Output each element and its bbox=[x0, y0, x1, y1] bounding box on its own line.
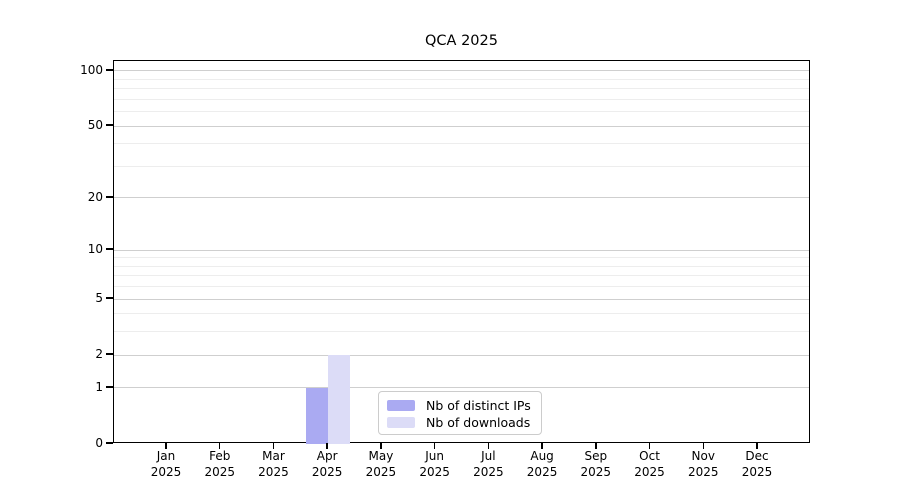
y-minor-gridline bbox=[114, 143, 809, 145]
y-minor-gridline bbox=[114, 88, 809, 90]
y-tick-label: 10 bbox=[87, 242, 103, 257]
x-tick-mark bbox=[326, 443, 328, 449]
legend-label-downloads: Nb of downloads bbox=[426, 415, 531, 430]
y-tick-mark bbox=[106, 196, 113, 198]
legend-item-distinct-ips: Nb of distinct IPs bbox=[387, 397, 533, 414]
y-tick-label: 100 bbox=[80, 62, 103, 77]
legend-item-downloads: Nb of downloads bbox=[387, 414, 533, 431]
y-minor-gridline bbox=[114, 98, 809, 100]
y-major-gridline bbox=[114, 249, 809, 251]
x-tick-mark bbox=[756, 443, 758, 449]
x-tick-mark bbox=[165, 443, 167, 449]
y-tick-label: 2 bbox=[95, 347, 103, 362]
y-major-gridline bbox=[114, 70, 809, 72]
y-major-gridline bbox=[114, 354, 809, 356]
x-tick-mark bbox=[595, 443, 597, 449]
y-tick-label: 5 bbox=[95, 291, 103, 306]
x-tick-mark bbox=[272, 443, 275, 449]
y-tick-mark bbox=[106, 442, 113, 444]
y-tick-label: 0 bbox=[95, 436, 103, 450]
y-major-gridline bbox=[114, 197, 809, 199]
y-tick-label: 50 bbox=[87, 118, 103, 133]
y-tick-mark bbox=[106, 297, 113, 299]
x-tick-label: Apr 2025 bbox=[311, 449, 343, 479]
x-tick-mark bbox=[218, 443, 221, 449]
y-tick-mark bbox=[106, 353, 113, 355]
x-tick-label: Mar 2025 bbox=[258, 449, 289, 479]
bar-nb-of-downloads bbox=[328, 355, 351, 444]
x-tick-mark bbox=[380, 443, 382, 449]
x-tick-mark bbox=[702, 443, 705, 449]
y-tick-label: 1 bbox=[95, 379, 103, 394]
y-minor-gridline bbox=[114, 165, 809, 167]
x-tick-label: Nov 2025 bbox=[687, 449, 719, 479]
x-tick-label: Jul 2025 bbox=[473, 449, 504, 479]
legend: Nb of distinct IPs Nb of downloads bbox=[378, 391, 542, 435]
x-tick-mark bbox=[433, 443, 436, 449]
x-tick-label: Feb 2025 bbox=[204, 449, 235, 479]
y-minor-gridline bbox=[114, 265, 809, 267]
y-minor-gridline bbox=[114, 286, 809, 288]
y-major-gridline bbox=[114, 298, 809, 300]
y-tick-mark bbox=[106, 124, 113, 126]
y-tick-mark bbox=[106, 69, 113, 71]
legend-swatch-downloads bbox=[387, 417, 415, 428]
plot-area bbox=[113, 60, 810, 444]
x-tick-label: Dec 2025 bbox=[741, 449, 773, 479]
x-tick-mark bbox=[541, 443, 543, 449]
y-minor-gridline bbox=[114, 275, 809, 277]
x-tick-label: Aug 2025 bbox=[526, 449, 558, 479]
y-minor-gridline bbox=[114, 78, 809, 80]
x-tick-label: May 2025 bbox=[365, 449, 397, 479]
chart-title: QCA 2025 bbox=[425, 33, 498, 49]
x-tick-label: Oct 2025 bbox=[634, 449, 665, 479]
y-minor-gridline bbox=[114, 313, 809, 315]
x-tick-label: Jan 2025 bbox=[150, 449, 182, 479]
legend-label-distinct-ips: Nb of distinct IPs bbox=[426, 398, 531, 413]
y-minor-gridline bbox=[114, 257, 809, 259]
y-tick-mark bbox=[106, 248, 113, 250]
bar-nb-of-distinct-ips bbox=[306, 387, 329, 444]
y-minor-gridline bbox=[114, 111, 809, 113]
y-minor-gridline bbox=[114, 331, 809, 333]
x-tick-label: Sep 2025 bbox=[580, 449, 612, 479]
y-tick-label: 20 bbox=[87, 189, 103, 204]
x-tick-mark bbox=[648, 443, 651, 449]
y-tick-mark bbox=[106, 386, 113, 388]
y-major-gridline bbox=[114, 125, 809, 127]
x-tick-label: Jun 2025 bbox=[419, 449, 450, 479]
legend-swatch-distinct-ips bbox=[387, 400, 415, 411]
y-major-gridline bbox=[114, 387, 809, 389]
x-tick-mark bbox=[487, 443, 490, 449]
